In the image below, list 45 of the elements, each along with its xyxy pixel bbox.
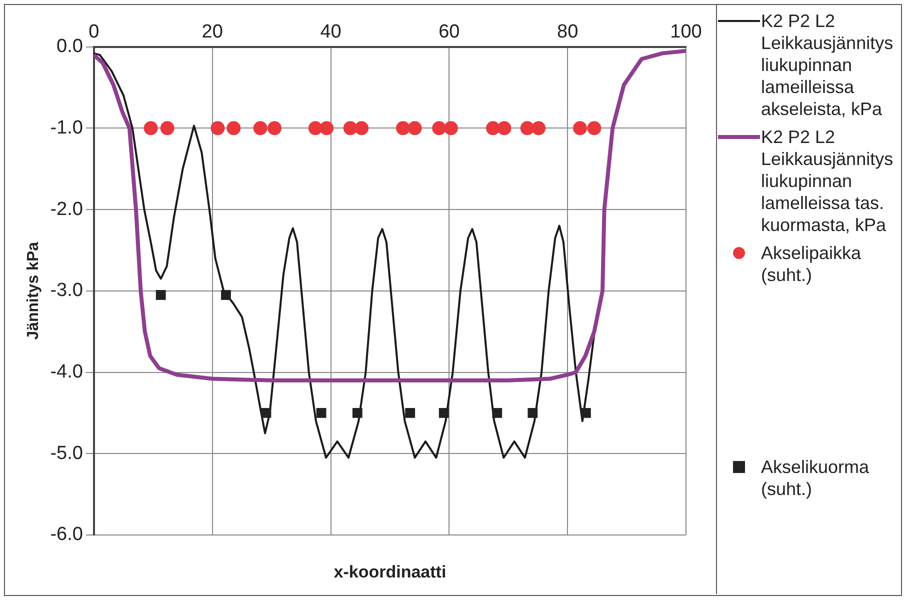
x-tick-label: 20 <box>202 22 223 43</box>
y-tick-label: -5.0 <box>50 442 83 464</box>
point <box>497 121 512 136</box>
point <box>268 121 282 136</box>
y-tick-label: 0.0 <box>56 36 83 58</box>
point <box>573 121 588 136</box>
point <box>405 408 416 418</box>
point <box>226 121 241 136</box>
y-tick-label: -6.0 <box>50 524 83 546</box>
legend-label: K2 P2 L2 Leikkausjännitys liukupinnan lamelleissa tas. kuormasta, kPa <box>761 126 894 236</box>
x-tick-label: 0 <box>88 22 100 43</box>
point <box>352 408 362 418</box>
legend-label: K2 P2 L2 Leikkausjännitys liukupinnan lameilleissa akseleista, kPa <box>761 10 894 120</box>
point <box>580 408 591 418</box>
point <box>320 121 334 136</box>
point <box>408 121 422 136</box>
point <box>316 408 326 418</box>
x-tick-label: 60 <box>438 22 460 43</box>
legend-label: Akselikuorma (suht.) <box>761 456 870 500</box>
point <box>587 121 602 136</box>
point <box>528 408 538 418</box>
point <box>210 121 225 136</box>
point <box>532 121 546 136</box>
y-axis-title: Jännitys kPa <box>25 242 42 340</box>
point <box>156 290 166 300</box>
point <box>221 290 231 300</box>
point <box>396 121 410 136</box>
y-tick-label: -4.0 <box>50 362 83 382</box>
x-tick-label: 40 <box>320 22 342 43</box>
x-tick-label: 100 <box>670 22 702 43</box>
x-axis-title: x-koordinaatti <box>334 562 446 582</box>
y-tick-label: -3.0 <box>50 280 83 302</box>
point <box>253 121 268 136</box>
y-tick-label: -2.0 <box>50 198 83 220</box>
point <box>144 121 158 136</box>
x-tick-label: 80 <box>557 22 578 43</box>
point <box>438 408 449 418</box>
point <box>160 121 174 136</box>
y-tick-label: -1.0 <box>50 117 83 138</box>
point <box>261 408 272 418</box>
point <box>492 408 502 418</box>
point <box>354 121 369 136</box>
point <box>432 121 446 136</box>
point <box>444 121 458 136</box>
legend-label: Akselipaikka (suht.) <box>761 242 862 286</box>
